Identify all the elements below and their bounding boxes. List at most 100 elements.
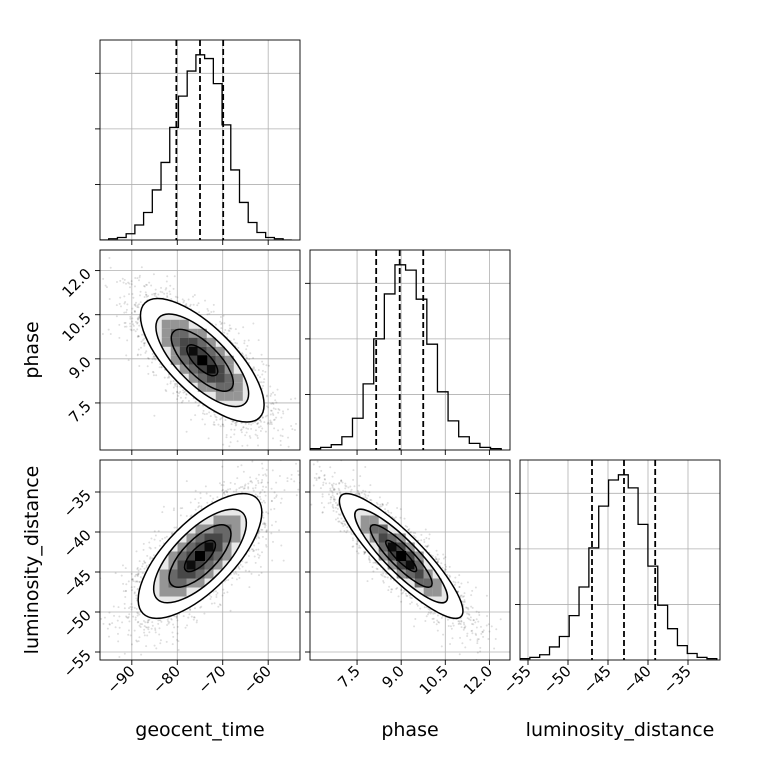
scatter-point (199, 496, 202, 499)
scatter-point (259, 498, 262, 501)
scatter-point (371, 577, 374, 580)
scatter-point (139, 576, 142, 579)
scatter-point (247, 482, 250, 485)
scatter-point (266, 422, 269, 425)
scatter-point (271, 402, 274, 405)
scatter-point (323, 478, 326, 481)
scatter-point (184, 626, 187, 629)
scatter-point (166, 383, 169, 386)
scatter-point (222, 484, 225, 487)
scatter-point (220, 327, 223, 330)
scatter-point (199, 606, 202, 609)
scatter-point (164, 389, 167, 392)
scatter-point (338, 481, 341, 484)
density-cell (159, 587, 169, 597)
scatter-point (264, 370, 267, 373)
scatter-point (333, 498, 336, 501)
scatter-point (382, 581, 385, 584)
density-cell (197, 364, 207, 374)
scatter-point (127, 617, 130, 620)
scatter-point (467, 608, 470, 611)
scatter-point (246, 444, 249, 447)
scatter-point (185, 430, 188, 433)
scatter-point (187, 298, 190, 301)
scatter-point (277, 411, 280, 414)
scatter-point (358, 544, 361, 547)
scatter-point (229, 441, 232, 444)
scatter-point (118, 302, 121, 305)
scatter-point (157, 622, 160, 625)
scatter-point (122, 582, 125, 585)
scatter-point (246, 344, 249, 347)
scatter-point (272, 407, 275, 410)
density-panel-geocent_time-luminosity_distance: −90 −80 −70 −60−55−50−45−40−35 (60, 457, 301, 697)
scatter-point (225, 579, 228, 582)
scatter-point (142, 620, 145, 623)
contour-line (183, 539, 217, 573)
scatter-point (230, 423, 233, 426)
scatter-point (103, 616, 106, 619)
scatter-point (282, 412, 285, 415)
x-tick-label: −55 (500, 662, 535, 697)
contour-line (170, 328, 234, 392)
scatter-point (136, 317, 139, 320)
scatter-point (107, 328, 110, 331)
histogram-step (520, 474, 718, 660)
scatter-point (254, 429, 257, 432)
scatter-point (116, 619, 119, 622)
scatter-point (466, 632, 469, 635)
scatter-point (159, 642, 162, 645)
scatter-point (338, 491, 341, 494)
scatter-point (131, 320, 134, 323)
scatter-point (139, 622, 142, 625)
scatter-point (175, 615, 178, 618)
scatter-point (272, 540, 275, 543)
scatter-point (263, 523, 266, 526)
scatter-point (267, 421, 270, 424)
density-cell (204, 560, 214, 570)
scatter-point (125, 311, 128, 314)
scatter-point (448, 565, 451, 568)
scatter-point (269, 413, 272, 416)
scatter-point (258, 554, 261, 557)
scatter-point (133, 592, 136, 595)
scatter-point (190, 615, 193, 618)
density-cell (231, 524, 241, 534)
scatter-point (252, 550, 255, 553)
density-cell (159, 578, 169, 588)
scatter-point (135, 639, 138, 642)
scatter-point (185, 304, 188, 307)
scatter-point (146, 554, 149, 557)
scatter-point (222, 491, 225, 494)
scatter-point (271, 457, 273, 459)
scatter-point (140, 266, 143, 269)
scatter-point (448, 574, 451, 577)
density-cell (177, 569, 187, 579)
scatter-point (145, 293, 148, 296)
scatter-point (218, 603, 221, 606)
scatter-point (221, 489, 224, 492)
scatter-point (183, 390, 186, 393)
density-cell (188, 337, 198, 347)
scatter-point (215, 416, 218, 419)
scatter-point (390, 511, 393, 514)
scatter-point (379, 503, 382, 506)
scatter-point (275, 495, 278, 498)
scatter-point (460, 620, 463, 623)
scatter-point (109, 266, 112, 269)
scatter-point (255, 477, 258, 480)
scatter-point (232, 490, 235, 493)
scatter-point (204, 485, 207, 488)
scatter-point (245, 561, 248, 564)
scatter-point (127, 281, 130, 284)
scatter-point (221, 594, 224, 597)
scatter-point (125, 282, 128, 285)
scatter-point (139, 301, 142, 304)
scatter-point (174, 295, 177, 298)
scatter-point (441, 566, 444, 569)
scatter-point (265, 468, 268, 471)
scatter-point (320, 469, 323, 472)
scatter-point (234, 422, 237, 425)
scatter-point (270, 393, 273, 396)
scatter-point (143, 285, 146, 288)
